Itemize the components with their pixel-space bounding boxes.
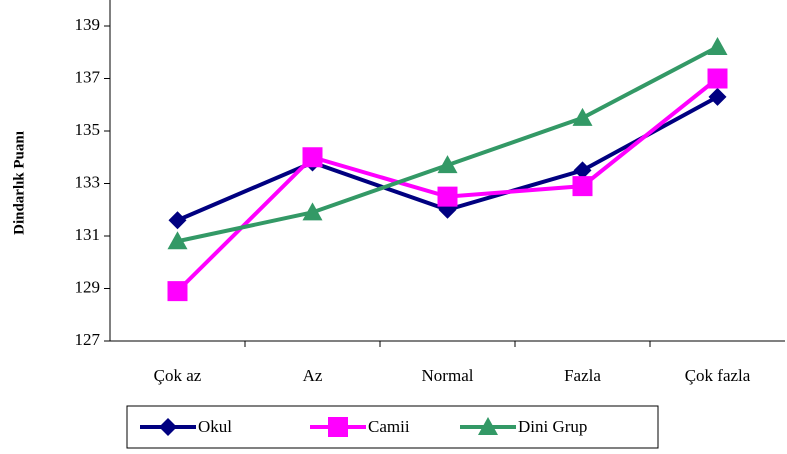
point: [573, 161, 592, 180]
legend-marker: [159, 418, 177, 436]
point: [437, 155, 458, 174]
y-tick-label: 131: [75, 225, 101, 244]
y-tick-label: 139: [75, 15, 101, 34]
legend-label: Camii: [368, 417, 410, 436]
y-tick-label: 127: [75, 330, 101, 349]
point: [707, 37, 728, 55]
legend-label: Dini Grup: [518, 417, 587, 436]
y-axis-label: Dindarlık Puanı: [11, 131, 27, 235]
point: [708, 87, 727, 106]
y-tick-label: 135: [75, 120, 101, 139]
point: [168, 211, 187, 230]
legend-box: [126, 405, 659, 449]
x-tick-label: Çok fazla: [685, 366, 751, 385]
y-tick-label: 133: [75, 172, 101, 191]
x-tick-label: Çok az: [154, 366, 202, 385]
y-tick-label: 137: [75, 67, 101, 86]
legend-marker: [478, 417, 498, 435]
x-tick-label: Az: [303, 366, 323, 385]
point: [167, 281, 188, 302]
point: [437, 186, 458, 207]
x-tick-label: Fazla: [564, 366, 601, 385]
y-tick-label: 129: [75, 277, 101, 296]
point: [707, 68, 728, 89]
point: [302, 202, 323, 221]
point: [167, 231, 188, 250]
point: [302, 147, 323, 168]
x-tick-label: Normal: [422, 366, 474, 385]
legend-marker: [328, 417, 348, 437]
point: [572, 176, 593, 197]
legend-label: Okul: [198, 417, 232, 436]
point: [572, 107, 593, 126]
